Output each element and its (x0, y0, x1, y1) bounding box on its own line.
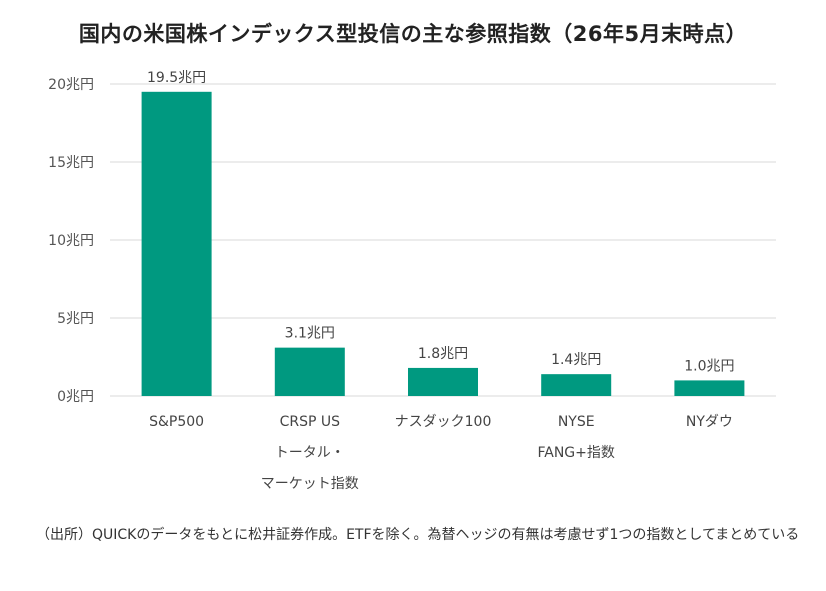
source-note: （出所）QUICKのデータをもとに松井証券作成。ETFを除く。為替ヘッジの有無は… (36, 527, 800, 543)
y-tick-label: 5兆円 (57, 311, 94, 327)
data-label: 19.5兆円 (147, 70, 206, 86)
x-axis-categories: S&P500 CRSP US トータル・マーケット指数 ナスダック100 NYSE FAN… (149, 414, 733, 492)
data-labels: 19.5兆円 3.1兆円 1.8兆円 1.4兆円 1.0兆円 (147, 70, 735, 375)
category-label: FANG+指数 (537, 445, 614, 461)
bar (674, 380, 745, 396)
gridlines (110, 83, 776, 397)
category-label: マーケット指数 (261, 476, 359, 492)
bar-chart: 0兆円 5兆円 10兆円 15兆円 20兆円 19.5兆円 3.1兆円 1.8兆円 1.4兆円… (48, 70, 776, 492)
category-label: ナスダック100 (395, 414, 492, 430)
category-label: トータル・ (275, 445, 345, 461)
y-axis-ticks: 0兆円 5兆円 10兆円 15兆円 20兆円 (48, 77, 94, 405)
y-tick-label: 10兆円 (48, 233, 94, 249)
data-label: 1.0兆円 (684, 358, 734, 374)
bar (541, 374, 612, 396)
bar (408, 367, 478, 396)
category-label: CRSP US (280, 414, 341, 430)
data-label: 3.1兆円 (285, 326, 335, 342)
y-tick-label: 0兆円 (57, 389, 94, 405)
y-tick-label: 20兆円 (48, 77, 94, 93)
data-label: 1.4兆円 (551, 352, 601, 368)
bars (141, 91, 745, 397)
chart-title: 国内の米国株インデックス型投信の主な参照指数（26年5月末時点） (78, 22, 748, 46)
category-label: S&P500 (149, 414, 204, 430)
bar (141, 91, 212, 397)
category-label: NYSE (558, 414, 595, 430)
bar (274, 347, 345, 396)
data-label: 1.8兆円 (418, 346, 468, 362)
y-tick-label: 15兆円 (48, 155, 94, 171)
category-label: NYダウ (686, 414, 733, 430)
